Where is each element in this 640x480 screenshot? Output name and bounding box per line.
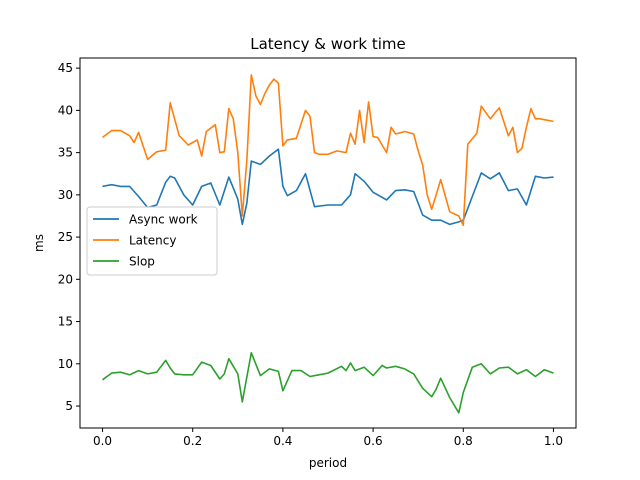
x-axis-label: period [309,456,347,470]
y-tick-label: 35 [58,146,73,160]
x-tick-label: 0.4 [273,434,292,448]
x-tick-label: 1.0 [544,434,563,448]
y-tick-label: 25 [58,230,73,244]
legend: Async work Latency Slop [86,206,218,276]
legend-label: Async work [129,213,198,227]
y-tick-label: 15 [58,315,73,329]
x-axis-ticks: 0.0 0.2 0.4 0.6 0.8 1.0 [93,428,563,448]
x-tick-label: 0.0 [93,434,112,448]
y-tick-label: 20 [58,272,73,286]
axes-frame [79,57,577,429]
legend-box [86,206,218,276]
y-tick-label: 45 [58,61,73,75]
y-axis-label: ms [32,234,46,252]
x-tick-label: 0.8 [454,434,473,448]
series-line-slop [102,351,554,414]
x-tick-label: 0.2 [183,434,202,448]
legend-label: Slop [129,255,155,269]
y-tick-label: 30 [58,188,73,202]
y-tick-label: 10 [58,357,73,371]
legend-label: Latency [129,234,176,248]
y-axis-ticks: 5 10 15 20 25 30 35 40 45 [58,61,80,413]
y-tick-label: 5 [65,399,73,413]
y-tick-label: 40 [58,103,73,117]
series-line-async-work [102,148,554,226]
x-tick-label: 0.6 [364,434,383,448]
series-line-latency [102,74,554,227]
series-layer [102,74,554,414]
plot-area: 0.0 0.2 0.4 0.6 0.8 1.0 5 10 15 20 25 30 35 40 45 [58,57,577,448]
chart-title: Latency & work time [250,35,405,53]
